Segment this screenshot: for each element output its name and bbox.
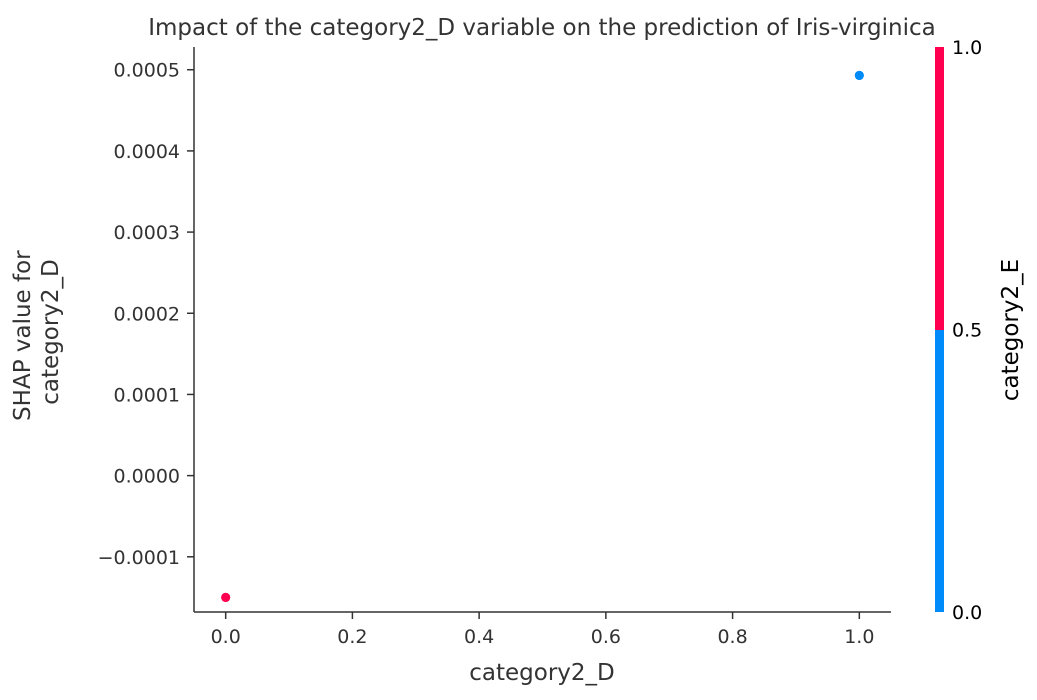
x-tick-label: 0.4 (464, 626, 494, 648)
plot-axes (193, 47, 891, 613)
y-tick-label: −0.0001 (98, 547, 180, 569)
data-point (221, 592, 231, 602)
x-axis-label: category2_D (469, 660, 615, 686)
x-tick-label: 0.2 (337, 626, 367, 648)
colorbar-tick-label: 1.0 (952, 37, 982, 59)
colorbar-low-segment (935, 330, 944, 612)
y-tick-label: 0.0004 (114, 141, 180, 163)
x-tick-label: 1.0 (844, 626, 874, 648)
colorbar-label: category2_E (998, 259, 1024, 401)
data-point (854, 70, 864, 80)
colorbar: 0.0 0.5 1.0 category2_E (935, 37, 1024, 624)
y-tick-label: 0.0003 (114, 222, 180, 244)
y-axis-label: SHAP value for category2_D (10, 243, 64, 421)
x-axis-ticks: 0.0 0.2 0.4 0.6 0.8 1.0 (211, 612, 874, 648)
y-tick-label: 0.0002 (114, 303, 180, 325)
y-tick-label: 0.0000 (114, 466, 180, 488)
y-axis-ticks: −0.0001 0.0000 0.0001 0.0002 0.0003 0.0004 0.0… (98, 60, 194, 569)
x-tick-label: 0.6 (591, 626, 621, 648)
x-tick-label: 0.8 (717, 626, 747, 648)
y-tick-label: 0.0001 (114, 384, 180, 406)
x-tick-label: 0.0 (211, 626, 241, 648)
y-axis-label-line-1: SHAP value for (10, 250, 36, 421)
colorbar-tick-label: 0.0 (952, 602, 982, 624)
scatter-points (221, 70, 864, 602)
y-tick-label: 0.0005 (114, 60, 180, 82)
y-axis-label-line-2: category2_D (38, 259, 64, 405)
chart-title: Impact of the category2_D variable on th… (148, 15, 936, 41)
colorbar-tick-label: 0.5 (952, 320, 982, 342)
colorbar-ticks: 0.0 0.5 1.0 (952, 37, 982, 624)
colorbar-high-segment (935, 47, 944, 330)
